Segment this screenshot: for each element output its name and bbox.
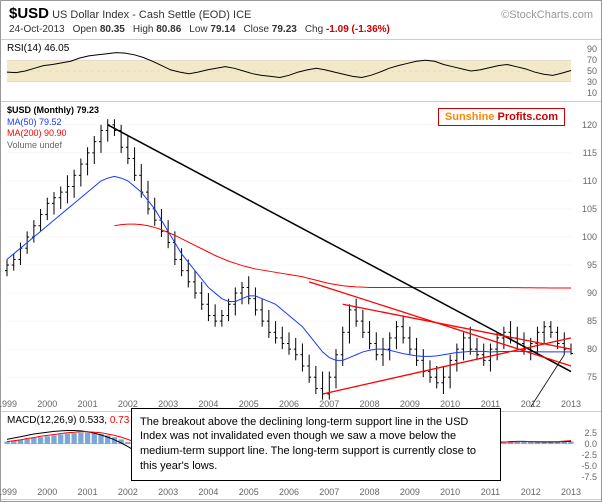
annotation-text: The breakout above the declining long-te… [131,408,501,481]
rsi-y-axis: 1030507090 [571,40,599,101]
symbol-description: US Dollar Index - Cash Settle (EOD) ICE [52,9,251,21]
macd-panel: MACD(12,26,9) 0.533, 0.73 -7.5-5.0-2.50.… [1,412,601,500]
symbol: $USD [9,5,49,22]
macd-y-axis: -7.5-5.0-2.50.02.5 [571,412,599,499]
main-legend: $USD (Monthly) 79.23 MA(50) 79.52 MA(200… [7,105,99,152]
low-value: 79.14 [210,24,235,35]
stock-chart: $USD US Dollar Index - Cash Settle (EOD)… [0,0,602,502]
open-value: 80.35 [100,24,125,35]
sunshine-badge: Sunshine Profits.com [438,108,565,126]
change-value: -1.09 (-1.36%) [326,24,390,35]
price-y-axis: 7580859095100105110115120 [571,102,599,411]
close-value: 79.23 [272,24,297,35]
macd-x-axis: 1999200020012002200320042005200620072008… [1,485,571,497]
rsi-label: RSI(14) 46.05 [7,43,69,54]
high-value: 80.86 [156,24,181,35]
macd-label: MACD(12,26,9) 0.533, 0.73 [7,415,129,426]
rsi-plot [1,40,601,102]
chart-header: $USD US Dollar Index - Cash Settle (EOD)… [1,1,601,40]
rsi-panel: RSI(14) 46.05 1030507090 [1,40,601,102]
price-panel: $USD (Monthly) 79.23 MA(50) 79.52 MA(200… [1,102,601,412]
watermark: ©StockCharts.com [501,9,593,21]
chart-date: 24-Oct-2013 [9,24,65,35]
